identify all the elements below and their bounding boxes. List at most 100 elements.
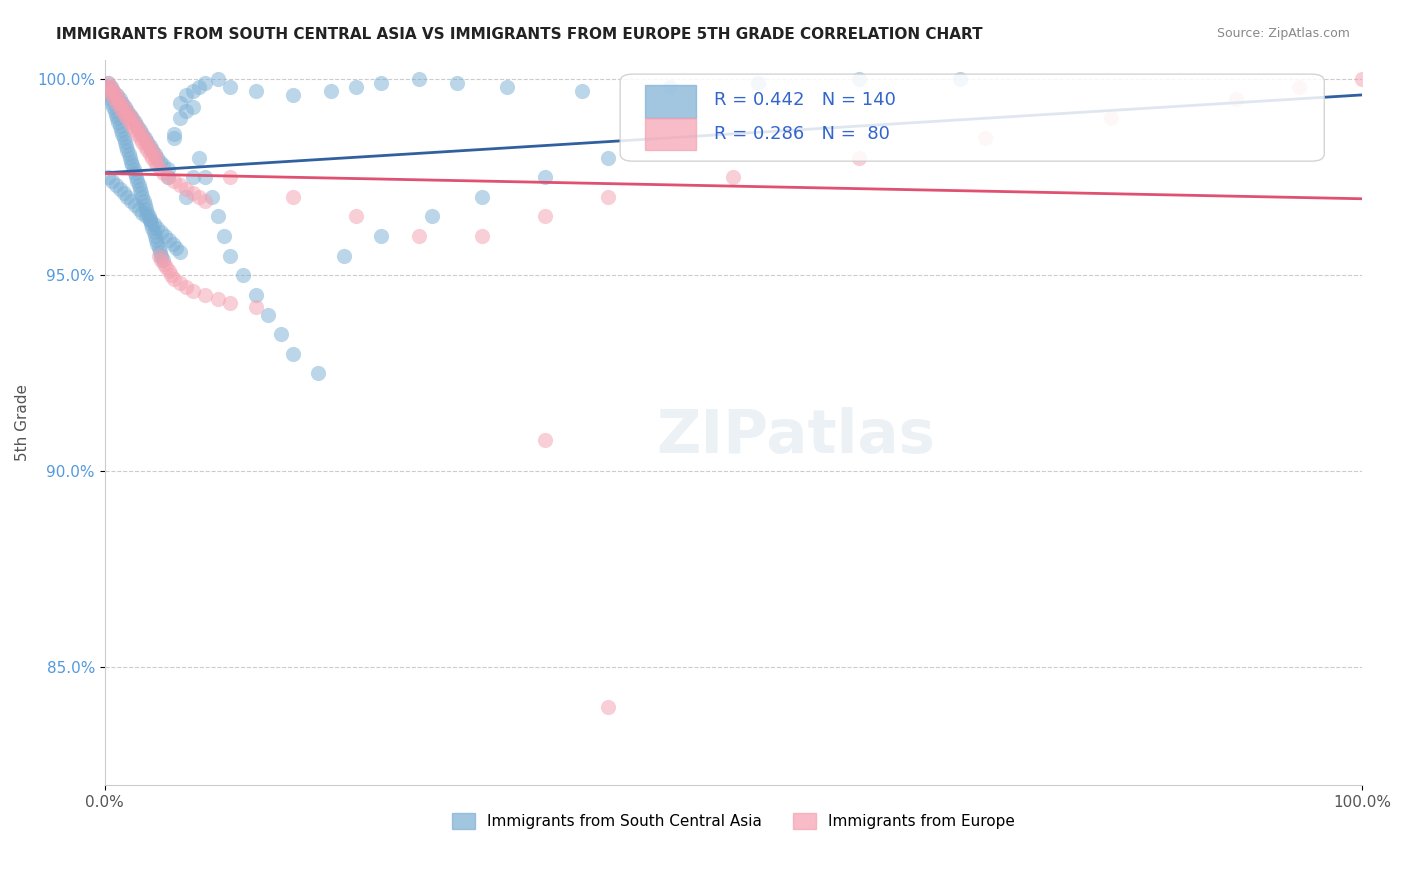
Point xyxy=(188,151,211,165)
Point xyxy=(471,229,494,244)
Point xyxy=(143,154,166,169)
Point xyxy=(659,80,682,95)
Point xyxy=(96,80,118,95)
Point xyxy=(219,80,242,95)
Point xyxy=(131,127,153,141)
Point xyxy=(97,170,120,185)
Point xyxy=(496,80,519,95)
Point xyxy=(176,280,198,294)
Point xyxy=(114,107,136,121)
Point xyxy=(163,127,186,141)
Point xyxy=(146,159,169,173)
Point xyxy=(420,210,443,224)
Point xyxy=(181,170,204,185)
Point xyxy=(145,151,167,165)
Point xyxy=(124,115,146,129)
Point xyxy=(270,327,292,342)
Point xyxy=(121,120,143,134)
Point xyxy=(122,115,145,129)
Point xyxy=(124,197,146,211)
Point xyxy=(141,151,163,165)
Point xyxy=(141,217,163,231)
Point xyxy=(145,233,167,247)
Point xyxy=(471,190,494,204)
Point xyxy=(136,205,159,219)
Point xyxy=(1351,72,1374,87)
Point xyxy=(104,103,127,118)
Point xyxy=(138,139,160,153)
Point xyxy=(124,166,146,180)
Point xyxy=(596,151,619,165)
Text: Source: ZipAtlas.com: Source: ZipAtlas.com xyxy=(1216,27,1350,40)
Point xyxy=(98,84,121,98)
Point xyxy=(132,194,155,208)
Point xyxy=(117,146,139,161)
Point xyxy=(139,213,162,227)
Point xyxy=(143,229,166,244)
Point xyxy=(138,210,160,224)
Point xyxy=(146,221,169,235)
Point xyxy=(110,95,132,110)
Point xyxy=(194,170,217,185)
Point xyxy=(200,190,222,204)
Point xyxy=(132,131,155,145)
Point xyxy=(169,95,191,110)
Point xyxy=(120,154,142,169)
Point xyxy=(104,178,127,193)
Point xyxy=(114,100,136,114)
Point xyxy=(131,190,153,204)
Point xyxy=(101,95,124,110)
Point xyxy=(344,210,367,224)
Point xyxy=(117,112,139,126)
Point xyxy=(533,170,555,185)
Point xyxy=(135,210,157,224)
Point xyxy=(848,72,870,87)
Point xyxy=(128,182,150,196)
Point xyxy=(142,146,165,161)
FancyBboxPatch shape xyxy=(645,85,696,118)
Point xyxy=(181,284,204,298)
Point xyxy=(105,95,128,110)
Point xyxy=(157,264,180,278)
Point xyxy=(152,252,174,267)
Point xyxy=(128,178,150,193)
Point xyxy=(128,131,150,145)
Point xyxy=(125,170,148,185)
Point xyxy=(111,127,134,141)
Point xyxy=(163,131,186,145)
Point xyxy=(101,174,124,188)
Point xyxy=(112,131,135,145)
Point xyxy=(176,103,198,118)
Point xyxy=(143,146,166,161)
Point xyxy=(108,92,131,106)
Point xyxy=(319,84,342,98)
Point xyxy=(181,84,204,98)
Point xyxy=(117,190,139,204)
Point xyxy=(207,72,229,87)
Point xyxy=(115,139,138,153)
Point xyxy=(207,210,229,224)
Point xyxy=(283,347,305,361)
Point xyxy=(848,151,870,165)
Point xyxy=(747,76,769,90)
Point xyxy=(134,139,156,153)
Point xyxy=(146,151,169,165)
Point xyxy=(283,87,305,102)
Point xyxy=(117,103,139,118)
Point xyxy=(128,123,150,137)
Point xyxy=(139,213,162,227)
Point xyxy=(118,151,141,165)
Point xyxy=(1099,112,1122,126)
Point xyxy=(194,288,217,302)
Point xyxy=(103,100,125,114)
Point xyxy=(283,190,305,204)
FancyBboxPatch shape xyxy=(645,118,696,150)
Point xyxy=(107,92,129,106)
Point xyxy=(723,170,745,185)
Point xyxy=(97,76,120,90)
Point xyxy=(96,80,118,95)
Point xyxy=(973,131,995,145)
Point xyxy=(307,367,329,381)
Point xyxy=(129,186,152,200)
Point xyxy=(408,72,430,87)
